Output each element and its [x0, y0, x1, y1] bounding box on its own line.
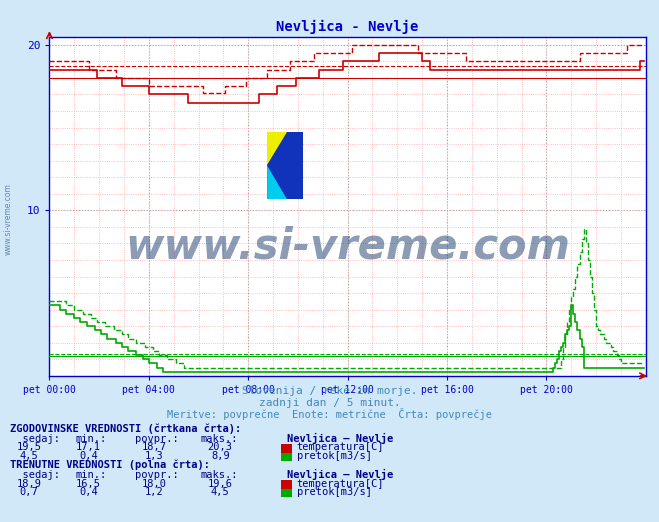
Text: pretok[m3/s]: pretok[m3/s] — [297, 452, 372, 461]
Text: 19,5: 19,5 — [16, 443, 42, 453]
Text: 19,6: 19,6 — [208, 479, 233, 489]
Text: 4,5: 4,5 — [20, 452, 38, 461]
Text: 0,7: 0,7 — [20, 488, 38, 497]
Text: sedaj:: sedaj: — [10, 470, 60, 480]
Text: Nevljica – Nevlje: Nevljica – Nevlje — [287, 433, 393, 444]
Text: Meritve: povprečne  Enote: metrične  Črta: povprečje: Meritve: povprečne Enote: metrične Črta:… — [167, 408, 492, 420]
Text: 18,0: 18,0 — [142, 479, 167, 489]
Text: 4,5: 4,5 — [211, 488, 229, 497]
Text: 1,2: 1,2 — [145, 488, 163, 497]
Text: sedaj:: sedaj: — [10, 434, 60, 444]
Text: ZGODOVINSKE VREDNOSTI (črtkana črta):: ZGODOVINSKE VREDNOSTI (črtkana črta): — [10, 424, 241, 434]
Text: 16,5: 16,5 — [76, 479, 101, 489]
Text: TRENUTNE VREDNOSTI (polna črta):: TRENUTNE VREDNOSTI (polna črta): — [10, 460, 210, 470]
Text: temperatura[C]: temperatura[C] — [297, 479, 384, 489]
Text: maks.:: maks.: — [201, 470, 239, 480]
Polygon shape — [267, 132, 287, 165]
Text: 20,3: 20,3 — [208, 443, 233, 453]
Text: 8,9: 8,9 — [211, 452, 229, 461]
Text: zadnji dan / 5 minut.: zadnji dan / 5 minut. — [258, 398, 401, 408]
Title: Nevljica - Nevlje: Nevljica - Nevlje — [276, 20, 419, 34]
Text: www.si-vreme.com: www.si-vreme.com — [125, 226, 570, 268]
Text: Nevljica – Nevlje: Nevljica – Nevlje — [287, 469, 393, 480]
Polygon shape — [267, 132, 303, 199]
Text: 1,3: 1,3 — [145, 452, 163, 461]
Text: 17,1: 17,1 — [76, 443, 101, 453]
Text: Slovenija / reke in morje.: Slovenija / reke in morje. — [242, 386, 417, 396]
Polygon shape — [267, 165, 287, 199]
Text: pretok[m3/s]: pretok[m3/s] — [297, 488, 372, 497]
Text: povpr.:: povpr.: — [135, 434, 179, 444]
Text: maks.:: maks.: — [201, 434, 239, 444]
Text: povpr.:: povpr.: — [135, 470, 179, 480]
Text: 18,9: 18,9 — [16, 479, 42, 489]
Text: min.:: min.: — [76, 470, 107, 480]
Text: 18,7: 18,7 — [142, 443, 167, 453]
Text: 0,4: 0,4 — [79, 488, 98, 497]
Text: www.si-vreme.com: www.si-vreme.com — [3, 183, 13, 255]
Text: 0,4: 0,4 — [79, 452, 98, 461]
Text: temperatura[C]: temperatura[C] — [297, 443, 384, 453]
Text: min.:: min.: — [76, 434, 107, 444]
